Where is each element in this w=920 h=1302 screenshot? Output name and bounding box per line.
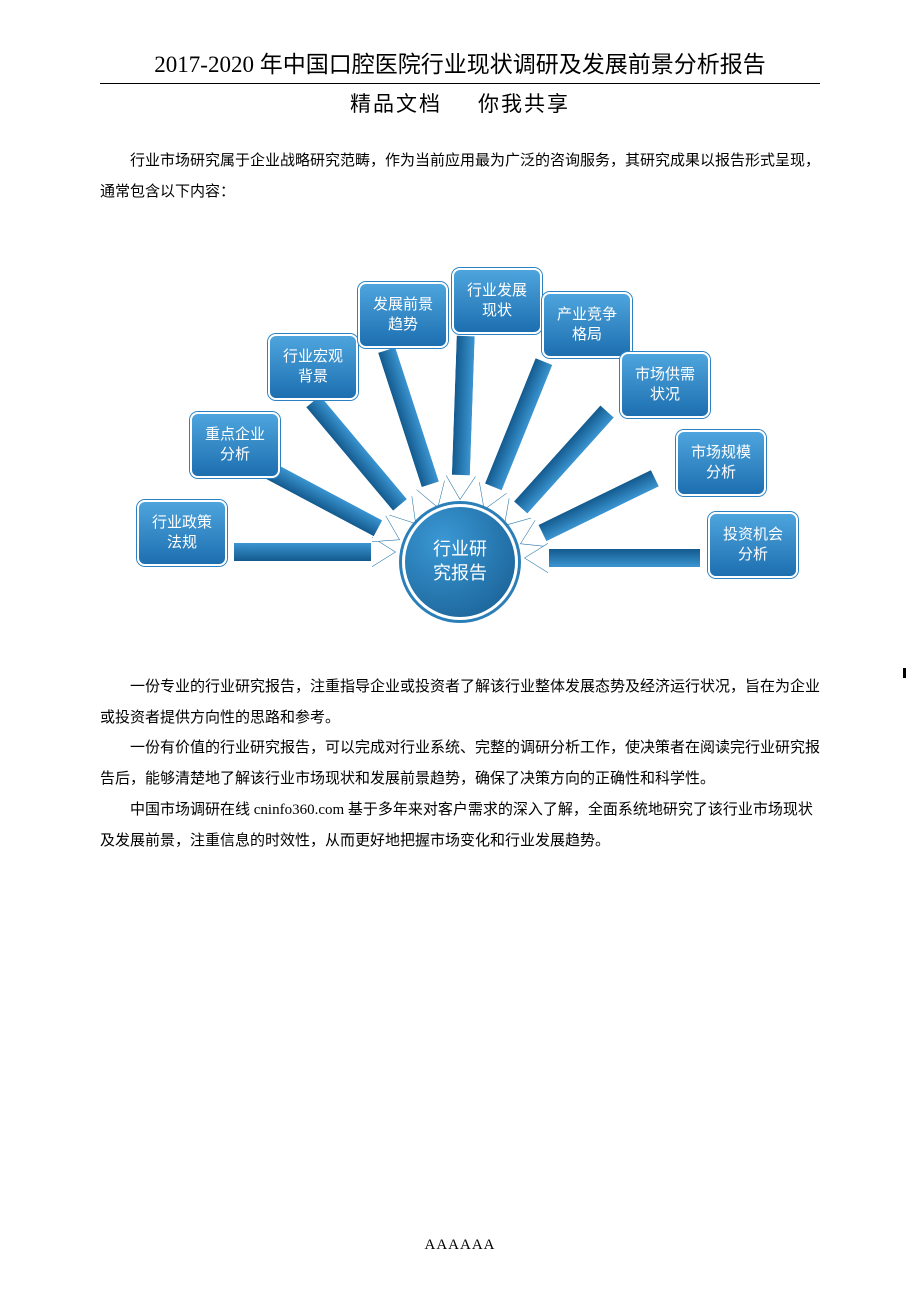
diagram-node-label: 产业竞争格局 <box>557 305 617 346</box>
document-title: 2017-2020 年中国口腔医院行业现状调研及发展前景分析报告 <box>100 48 820 81</box>
diagram-node: 市场供需状况 <box>620 352 710 418</box>
diagram-node-label: 市场供需状况 <box>635 365 695 406</box>
diagram-node-label: 市场规模分析 <box>691 443 751 484</box>
diagram-arrow <box>303 393 426 532</box>
diagram-arrow <box>374 346 450 512</box>
diagram-node: 投资机会分析 <box>708 512 798 578</box>
diagram-arrow <box>514 466 660 555</box>
title-rule <box>100 83 820 84</box>
diagram-arrow <box>261 458 406 551</box>
document-subtitle: 精品文档 你我共享 <box>100 88 820 118</box>
diagram-node: 市场规模分析 <box>676 430 766 496</box>
diagram-node-label: 行业宏观背景 <box>283 347 343 388</box>
diagram-node: 行业宏观背景 <box>268 334 358 400</box>
body-paragraph-3: 中国市场调研在线 cninfo360.com 基于多年来对客户需求的深入了解，全… <box>100 795 820 857</box>
diagram-center-label: 行业研究报告 <box>433 538 487 585</box>
diagram-center-circle: 行业研究报告 <box>402 504 518 620</box>
subtitle-right: 你我共享 <box>478 92 570 116</box>
diagram-node: 行业政策法规 <box>137 500 227 566</box>
diagram-node-label: 行业政策法规 <box>152 513 212 554</box>
diagram-node-label: 发展前景趋势 <box>373 295 433 336</box>
page-footer: AAAAAA <box>0 1237 920 1254</box>
industry-research-diagram: 行业政策法规 重点企业分析行业宏观背景发展前景趋势行业发展现状产业竞争格局市场供需… <box>100 232 820 632</box>
diagram-node: 重点企业分析 <box>190 412 280 478</box>
body-paragraph-1: 一份专业的行业研究报告，注重指导企业或投资者了解该行业整体发展态势及经济运行状况… <box>100 672 820 734</box>
body-paragraph-2: 一份有价值的行业研究报告，可以完成对行业系统、完整的调研分析工作，使决策者在阅读… <box>100 733 820 795</box>
page-edge-marker <box>903 668 906 678</box>
diagram-node: 行业发展现状 <box>452 268 542 334</box>
diagram-node-label: 重点企业分析 <box>205 425 265 466</box>
diagram-arrow <box>447 335 479 500</box>
diagram-node: 产业竞争格局 <box>542 292 632 358</box>
subtitle-left: 精品文档 <box>350 92 442 116</box>
diagram-node-label: 投资机会分析 <box>723 525 783 566</box>
diagram-arrow <box>234 539 396 565</box>
diagram-arrow <box>472 357 556 515</box>
intro-paragraph: 行业市场研究属于企业战略研究范畴，作为当前应用最为广泛的咨询服务，其研究成果以报… <box>100 146 820 208</box>
diagram-arrow <box>524 545 700 571</box>
diagram-node: 发展前景趋势 <box>358 282 448 348</box>
diagram-arrow <box>494 403 616 535</box>
diagram-node-label: 行业发展现状 <box>467 281 527 322</box>
